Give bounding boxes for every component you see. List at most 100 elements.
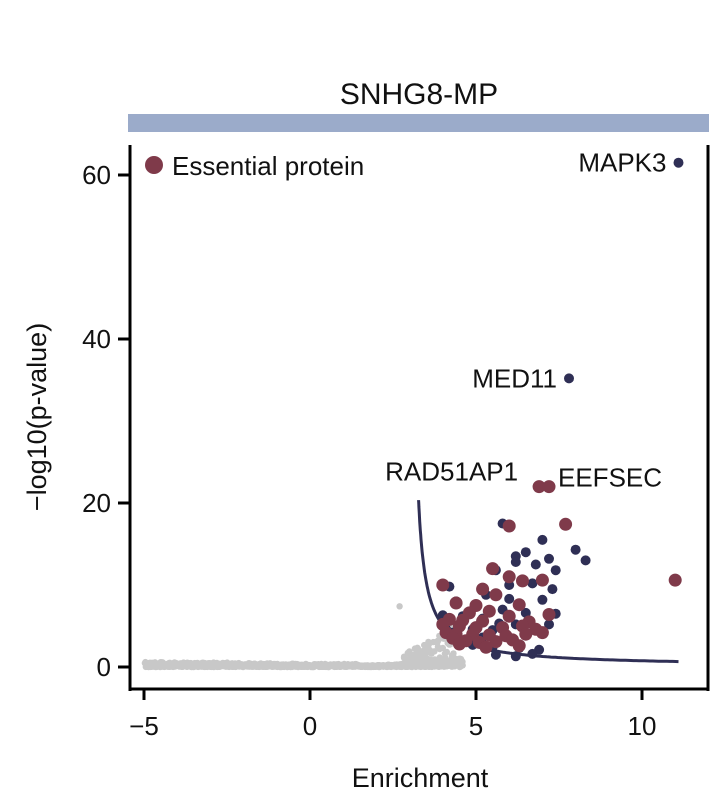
significant-point [504, 593, 515, 604]
significant-point [520, 607, 531, 618]
significant-point [537, 534, 548, 545]
essential-point [489, 635, 503, 649]
labeled-point-med11 [564, 373, 574, 384]
background-point [374, 662, 382, 669]
background-point [269, 663, 276, 670]
background-point [396, 603, 403, 610]
significant-point [520, 547, 531, 558]
gene-label-mapk3: MAPK3 [578, 148, 666, 178]
significant-point [544, 553, 554, 564]
background-point [406, 648, 413, 656]
background-point [333, 663, 340, 670]
title-bar [128, 114, 709, 132]
background-point [421, 653, 429, 660]
background-points [141, 603, 466, 671]
essential-point [502, 570, 516, 584]
background-point [444, 658, 452, 665]
background-point [224, 662, 231, 669]
essential-point [486, 562, 500, 576]
background-point [458, 659, 466, 667]
significant-point [490, 649, 501, 660]
essential-point [519, 627, 533, 641]
background-point [420, 647, 428, 654]
background-point [233, 662, 240, 669]
significant-point [527, 648, 538, 659]
essential-point [535, 573, 549, 587]
essential-points [436, 517, 682, 654]
background-point [178, 662, 186, 669]
essential-point [502, 519, 516, 533]
significant-point [510, 557, 521, 567]
x-tick-label: −5 [129, 711, 159, 741]
background-point [173, 661, 180, 668]
significant-point [580, 555, 591, 566]
legend-essential-label: Essential protein [172, 151, 364, 181]
essential-point [502, 609, 516, 623]
essential-point [449, 596, 463, 610]
y-tick-label: 0 [97, 652, 111, 682]
background-point [264, 661, 271, 669]
significant-point [544, 619, 554, 630]
background-point [388, 662, 395, 670]
background-point [158, 660, 165, 668]
background-point [417, 660, 424, 667]
x-tick-label: 5 [469, 711, 483, 741]
background-point [201, 659, 208, 667]
background-point [435, 637, 442, 644]
background-point [439, 662, 446, 670]
essential-point [479, 640, 493, 654]
background-point [190, 663, 197, 670]
background-point [363, 663, 370, 670]
essential-point [559, 517, 573, 531]
significant-point [550, 565, 561, 576]
background-point [344, 661, 351, 669]
background-point [411, 660, 419, 668]
gene-label-eefsec: EEFSEC [558, 463, 662, 493]
background-point [312, 661, 319, 668]
gene-label-med11: MED11 [472, 363, 557, 393]
significant-point [530, 559, 541, 570]
y-tick-label: 40 [82, 324, 111, 354]
background-point [436, 654, 443, 661]
significant-point [537, 594, 548, 605]
background-point [414, 651, 422, 658]
background-point [400, 654, 408, 661]
background-point [450, 650, 457, 657]
background-point [299, 662, 306, 669]
background-point [426, 646, 434, 654]
essential-point [489, 588, 503, 602]
essential-point [512, 598, 526, 612]
essential-point [476, 582, 490, 596]
x-axis-title: Enrichment [352, 763, 489, 793]
background-point [421, 641, 428, 649]
background-point [396, 662, 404, 670]
background-point [219, 660, 227, 667]
significant-point [570, 544, 581, 555]
y-axis-title: −log10(p-value) [22, 323, 52, 511]
y-tick-label: 20 [82, 488, 111, 518]
background-point [442, 649, 450, 656]
significant-point [527, 578, 538, 589]
gene-labels: MAPK3 MED11 RAD51AP1 EEFSEC [385, 148, 684, 494]
significant-point [547, 584, 558, 595]
essential-point [452, 637, 466, 651]
labeled-point-eefsec [542, 480, 556, 494]
essential-point [668, 573, 682, 587]
background-point [290, 661, 297, 668]
background-point [428, 663, 435, 670]
essential-point [512, 639, 526, 653]
background-point [452, 659, 459, 666]
background-point [402, 663, 410, 670]
background-point [210, 659, 217, 666]
background-point [183, 661, 190, 669]
background-point [322, 663, 330, 670]
panel-title: SNHG8-MP [340, 78, 498, 111]
ticks: −5 0 5 10 0 20 40 60 [82, 160, 656, 741]
x-tick-label: 10 [628, 711, 657, 741]
significant-point [510, 651, 521, 662]
background-point [304, 662, 311, 669]
essential-point [542, 608, 556, 621]
background-point [144, 663, 151, 670]
background-point [369, 662, 377, 669]
essential-point [516, 574, 529, 588]
